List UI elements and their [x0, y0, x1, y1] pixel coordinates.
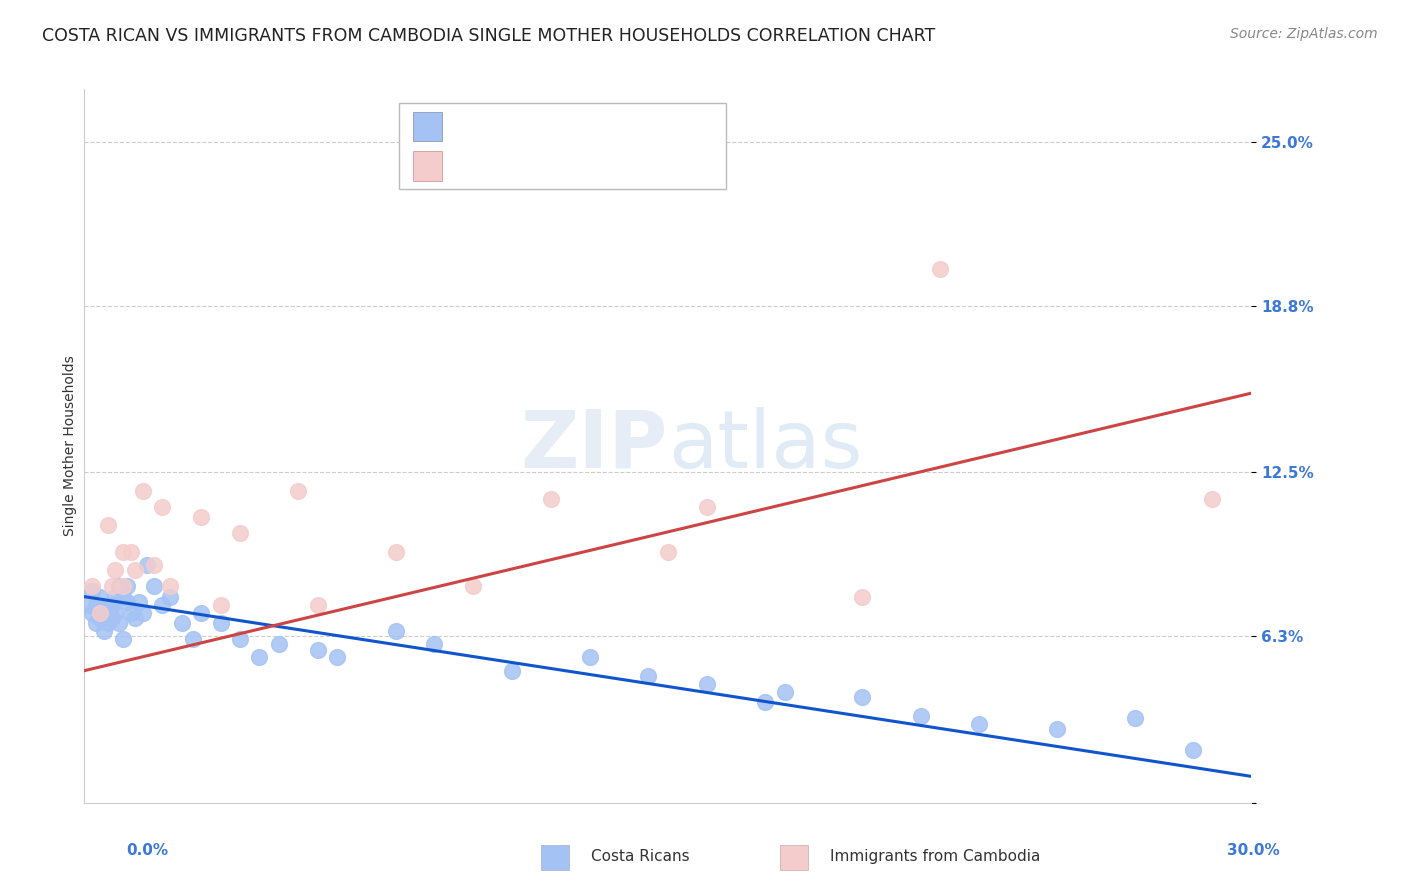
Point [128, 595, 150, 609]
Point [89, 611, 111, 625]
Point [82, 579, 104, 593]
Point [100, 598, 122, 612]
Y-axis label: Single Mother Households: Single Mother Households [63, 356, 77, 536]
Text: ZIP: ZIP [520, 407, 668, 485]
Text: Costa Ricans: Costa Ricans [591, 849, 689, 863]
Point [423, 637, 446, 651]
Point [190, 510, 212, 524]
Point [97, 606, 120, 620]
Point [120, 545, 142, 559]
Point [112, 545, 135, 559]
Point [143, 579, 166, 593]
Point [170, 616, 193, 631]
Text: COSTA RICAN VS IMMIGRANTS FROM CAMBODIA SINGLE MOTHER HOUSEHOLDS CORRELATION CHA: COSTA RICAN VS IMMIGRANTS FROM CAMBODIA … [42, 27, 935, 45]
Point [135, 558, 157, 572]
Point [657, 545, 679, 559]
Point [82, 584, 104, 599]
Point [108, 579, 131, 593]
Text: Source: ZipAtlas.com: Source: ZipAtlas.com [1230, 27, 1378, 41]
Point [112, 579, 135, 593]
Point [104, 606, 127, 620]
Point [82, 606, 104, 620]
Point [229, 632, 252, 646]
Point [1201, 491, 1223, 506]
Point [120, 606, 142, 620]
Point [249, 650, 271, 665]
Point [115, 595, 138, 609]
Point [84, 616, 107, 631]
Point [307, 598, 329, 612]
Point [124, 563, 146, 577]
Point [190, 606, 212, 620]
Point [97, 616, 120, 631]
Point [181, 632, 204, 646]
Point [696, 677, 718, 691]
Point [696, 500, 718, 514]
Point [229, 526, 252, 541]
Point [112, 590, 135, 604]
Text: 0.0%: 0.0% [127, 843, 169, 858]
Point [143, 558, 166, 572]
Point [773, 685, 796, 699]
Point [132, 606, 155, 620]
Point [637, 669, 659, 683]
Point [89, 606, 111, 620]
Point [150, 500, 173, 514]
Point [104, 590, 127, 604]
Point [150, 598, 173, 612]
Point [108, 616, 131, 631]
Text: atlas: atlas [668, 407, 862, 485]
Point [384, 545, 406, 559]
Text: 30.0%: 30.0% [1226, 843, 1279, 858]
Point [100, 611, 122, 625]
Point [209, 598, 232, 612]
Point [84, 598, 107, 612]
Point [124, 611, 146, 625]
Point [209, 616, 232, 631]
Point [307, 642, 329, 657]
Point [929, 261, 952, 276]
Point [967, 716, 990, 731]
Point [1181, 743, 1204, 757]
Point [115, 579, 138, 593]
Point [97, 518, 120, 533]
Point [100, 579, 122, 593]
Point [851, 690, 873, 704]
Point [1123, 711, 1146, 725]
Point [112, 632, 135, 646]
Point [132, 483, 155, 498]
Point [159, 579, 181, 593]
Point [1046, 722, 1069, 736]
Point [77, 598, 100, 612]
Text: Immigrants from Cambodia: Immigrants from Cambodia [830, 849, 1040, 863]
Point [326, 650, 349, 665]
Point [93, 624, 115, 638]
Point [159, 590, 181, 604]
Point [93, 603, 115, 617]
Point [463, 579, 485, 593]
Point [754, 695, 776, 709]
Point [540, 491, 562, 506]
Point [89, 590, 111, 604]
Point [104, 563, 127, 577]
Point [267, 637, 290, 651]
Point [579, 650, 602, 665]
Point [287, 483, 309, 498]
Point [501, 664, 523, 678]
Point [851, 590, 873, 604]
Point [384, 624, 406, 638]
Point [910, 708, 932, 723]
